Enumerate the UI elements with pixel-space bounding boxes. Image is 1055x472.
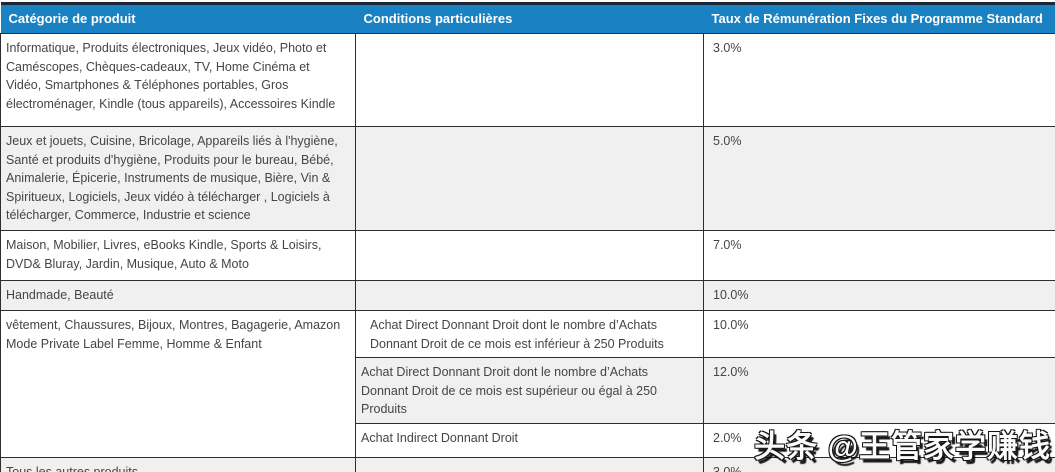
category-cell: Tous les autres produits (0, 456, 356, 472)
table-row: Tous les autres produits 3.0% (0, 456, 1055, 472)
table-row: Handmade, Beauté 10.0% (0, 280, 1055, 311)
rate-cell: 3.0% (703, 33, 1055, 127)
rate-cell: 5.0% (703, 126, 1055, 231)
category-cell: vêtement, Chaussures, Bijoux, Montres, B… (0, 310, 356, 458)
rate-cell: 3.0% (703, 456, 1055, 472)
header-cell-conditions: Conditions particulières (355, 3, 704, 34)
rate-cell: 7.0% (703, 230, 1055, 281)
category-cell: Jeux et jouets, Cuisine, Bricolage, Appa… (0, 126, 356, 231)
condition-cell: Achat Indirect Donnant Droit (355, 422, 704, 458)
rate-cell: 10.0% (703, 280, 1055, 311)
header-cell-rate: Taux de Rémunération Fixes du Programme … (703, 3, 1055, 34)
condition-cell (355, 126, 704, 231)
rate-cell: 2.0% (703, 422, 1055, 458)
table-row: Informatique, Produits électroniques, Je… (0, 33, 1055, 127)
condition-cell (355, 280, 704, 311)
table-row: Maison, Mobilier, Livres, eBooks Kindle,… (0, 230, 1055, 281)
condition-cell (355, 230, 704, 281)
condition-cell: Achat Direct Donnant Droit dont le nombr… (355, 357, 704, 424)
category-cell: Informatique, Produits électroniques, Je… (0, 33, 356, 127)
header-cell-category: Catégorie de produit (0, 3, 356, 34)
table-row: Jeux et jouets, Cuisine, Bricolage, Appa… (0, 126, 1055, 231)
condition-cell (355, 33, 704, 127)
rate-cell: 10.0% (703, 310, 1055, 358)
table-row: vêtement, Chaussures, Bijoux, Montres, B… (0, 310, 1055, 458)
table-row: Achat Indirect Donnant Droit 2.0% (1, 422, 1055, 458)
category-cell: Maison, Mobilier, Livres, eBooks Kindle,… (0, 230, 356, 281)
table-header-row: Catégorie de produit Conditions particul… (0, 3, 1055, 34)
category-cell: Handmade, Beauté (0, 280, 356, 311)
condition-cell: Achat Direct Donnant Droit dont le nombr… (355, 310, 704, 358)
condition-cell (355, 456, 704, 472)
table-row: Achat Direct Donnant Droit dont le nombr… (1, 357, 1055, 424)
rate-cell: 12.0% (703, 357, 1055, 424)
